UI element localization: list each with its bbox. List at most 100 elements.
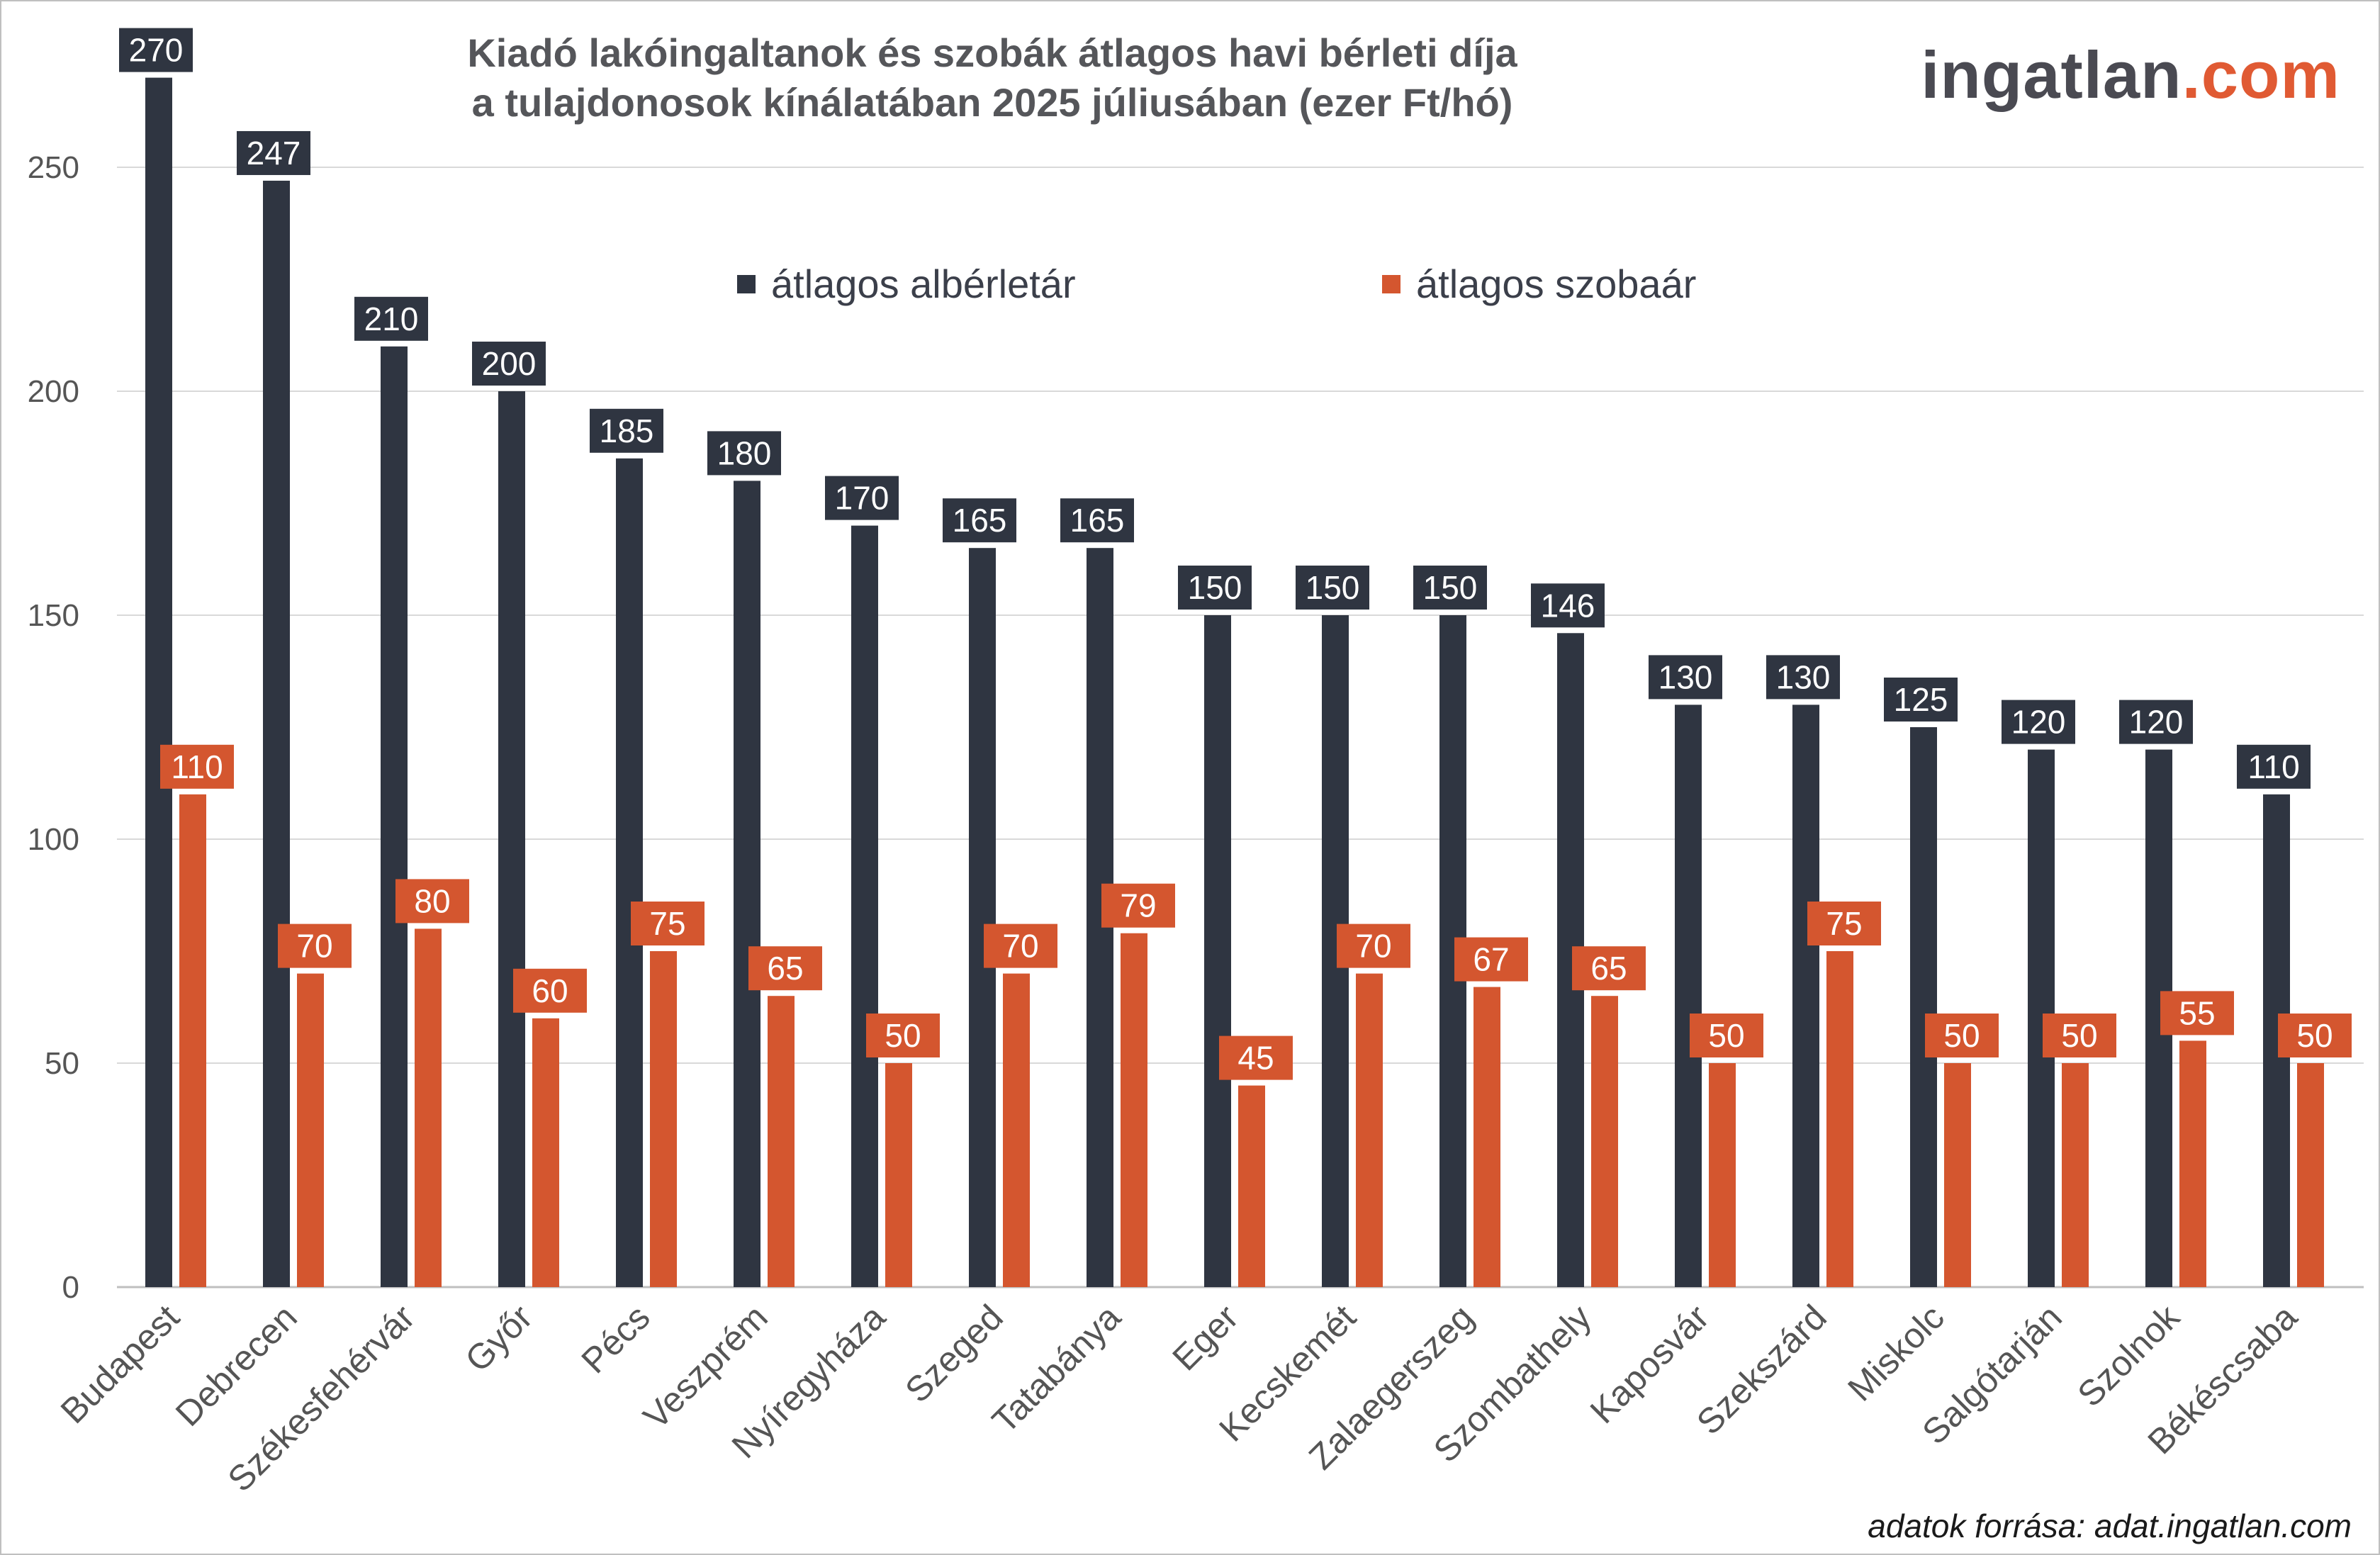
data-label-rent-text: 146 [1541,587,1595,624]
data-label-room: 70 [1337,924,1410,968]
data-label-room-text: 50 [1708,1017,1744,1054]
data-label-rent-text: 185 [600,412,654,449]
data-label-room-box [866,1014,940,1057]
data-label-rent-box [707,431,781,476]
data-label-room-box [1807,902,1881,945]
data-label-rent: 110 [2237,744,2311,789]
data-label-rent: 120 [2002,700,2075,744]
bar-rent [851,525,878,1287]
bar-rent [498,391,525,1287]
bar-room [1944,1063,1971,1287]
data-label-rent-box [825,476,899,520]
data-label-room-box [631,902,705,945]
y-tick-label: 250 [28,150,79,185]
bar-room [415,928,442,1287]
x-category-label: Győr [458,1297,540,1379]
data-label-room-box [1219,1035,1293,1080]
data-label-rent: 165 [943,498,1016,543]
bars [145,77,2324,1288]
data-label-room-box [1572,946,1646,991]
data-label-rent-text: 270 [129,32,184,69]
bar-room [1238,1085,1265,1287]
x-category-label: Budapest [53,1297,187,1431]
bar-room [179,794,206,1287]
data-label-room: 79 [1101,883,1175,928]
bar-room [2179,1040,2206,1287]
data-label-room-text: 55 [2179,994,2215,1031]
data-label-room: 60 [513,968,587,1013]
data-label-room: 70 [984,924,1057,968]
data-label-room: 50 [866,1014,940,1057]
data-label-room-text: 70 [1355,928,1391,965]
data-label-rent-text: 150 [1423,569,1478,606]
bar-room [1474,987,1500,1287]
bar-rent [616,458,643,1287]
data-label-rent-box [1178,566,1252,610]
data-label-room-text: 70 [1002,928,1038,965]
legend-label-rent: átlagos albérletár [771,262,1076,306]
legend-swatch-rent [737,274,756,293]
data-label-rent-text: 247 [247,135,301,172]
data-labels: 270 110 247 70 210 80 200 60 185 75 180 65 170 50 165 7… [119,28,2352,1080]
data-label-rent-box [237,130,310,175]
data-label-room-box [2160,991,2234,1035]
x-category-label: Miskolc [1840,1297,1951,1408]
data-label-rent-text: 120 [2011,704,2066,741]
bar-rent [1204,615,1231,1287]
data-label-rent-text: 125 [1894,681,1948,718]
x-category-label: Eger [1164,1297,1245,1378]
axes: 050100150200250BudapestDebrecenSzékesfeh… [28,150,2305,1499]
bar-room [1356,973,1383,1287]
data-label-room: 45 [1219,1035,1293,1080]
data-label-rent: 180 [707,431,781,476]
bar-room [1826,951,1853,1287]
data-label-rent-text: 165 [953,502,1007,539]
bar-room [1709,1063,1736,1287]
bar-rent [145,77,172,1288]
data-label-rent-box [1413,566,1487,610]
data-label-room-text: 60 [532,972,568,1009]
data-label-room-text: 110 [171,748,223,785]
bar-rent [1910,727,1937,1287]
data-label-rent: 130 [1766,655,1840,700]
data-label-rent: 120 [2119,700,2193,744]
y-tick-label: 100 [28,822,79,857]
data-label-room-box [513,968,587,1013]
data-label-rent-text: 150 [1306,569,1360,606]
data-label-room: 110 [160,744,234,789]
legend-item-rent: átlagos albérletár [737,261,1076,307]
x-category-label: Szolnok [2070,1296,2187,1414]
data-label-room: 65 [1572,946,1646,991]
data-label-rent: 125 [1884,678,1958,722]
data-label-room-box [1101,883,1175,928]
data-label-rent-box [2119,700,2193,744]
data-label-room-box [1454,937,1528,982]
chart-title-line-1: Kiadó lakóingaltanok és szobák átlagos h… [467,30,1517,75]
data-label-room-text: 65 [767,950,803,987]
bar-rent [1675,704,1702,1287]
y-tick-label: 150 [28,598,79,633]
data-label-room: 50 [2043,1014,2116,1057]
data-label-rent: 170 [825,476,899,520]
data-label-rent: 210 [354,296,428,341]
data-label-room-text: 80 [414,882,450,919]
data-label-rent-text: 110 [2247,748,2299,785]
data-label-rent: 270 [119,28,193,72]
data-label-rent-box [1296,566,1369,610]
data-label-room-text: 79 [1120,887,1156,924]
x-category-label: Szeged [897,1297,1011,1410]
data-label-room: 75 [631,902,705,945]
bar-room [532,1018,559,1287]
data-label-room-text: 50 [885,1017,921,1054]
data-label-room-text: 70 [296,928,332,965]
bar-room [2297,1063,2324,1287]
data-label-room: 50 [2278,1014,2352,1057]
data-label-room: 75 [1807,902,1881,945]
data-label-room-text: 50 [2296,1017,2333,1054]
data-label-rent-text: 130 [1658,658,1713,695]
data-label-room: 70 [278,924,352,968]
data-label-rent-box [2237,744,2311,789]
data-label-rent-box [472,342,546,386]
data-label-room-box [2278,1014,2352,1057]
